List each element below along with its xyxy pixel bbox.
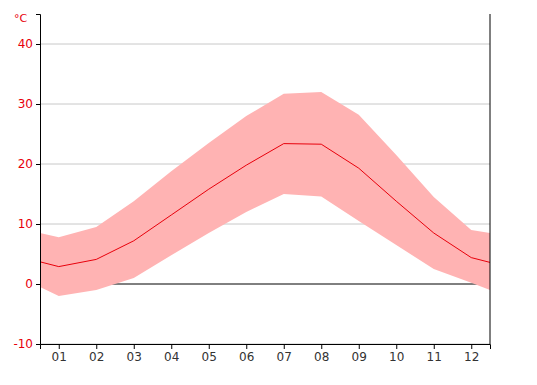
x-tick-mark: [246, 344, 247, 349]
plot-area: [40, 92, 490, 296]
y-tick: 20: [18, 157, 40, 171]
x-tick-mark: [171, 344, 172, 349]
x-tick: 06: [239, 344, 254, 364]
y-tick-mark: [36, 104, 40, 105]
x-tick: 01: [52, 344, 67, 364]
x-tick-label: 11: [427, 350, 442, 364]
x-tick: 02: [89, 344, 104, 364]
x-tick-mark: [284, 344, 285, 349]
y-tick-mark: [36, 164, 40, 165]
y-tick: 0: [25, 277, 40, 291]
x-tick-mark: [209, 344, 210, 349]
x-tick-mark: [134, 344, 135, 349]
x-tick-label: 07: [277, 350, 292, 364]
x-tick-mark: [434, 344, 435, 349]
y-axis-line: [36, 15, 41, 345]
x-axis-line: [41, 345, 491, 350]
x-tick-label: 06: [239, 350, 254, 364]
grid-line: [40, 104, 490, 105]
x-tick-label: 08: [314, 350, 329, 364]
range-band: [40, 92, 490, 296]
y-tick: 40: [18, 37, 40, 51]
y-tick-label: 20: [18, 157, 33, 171]
grid: [40, 44, 490, 344]
x-tick: 05: [202, 344, 217, 364]
x-tick-label: 03: [127, 350, 142, 364]
x-tick: 04: [164, 344, 179, 364]
x-tick-mark: [96, 344, 97, 349]
x-tick-label: 02: [89, 350, 104, 364]
x-tick-label: 04: [164, 350, 179, 364]
y-tick-mark: [36, 224, 40, 225]
x-tick-mark: [59, 344, 60, 349]
y-tick-mark: [36, 284, 40, 285]
x-tick-label: 10: [389, 350, 404, 364]
x-tick-label: 01: [52, 350, 67, 364]
y-tick-mark: [36, 344, 40, 345]
x-tick: 12: [464, 344, 479, 364]
x-tick-mark: [471, 344, 472, 349]
y-axis: -10 0 10 20 30 40: [13, 15, 40, 352]
y-tick-label: -10: [13, 337, 33, 351]
x-tick-mark: [396, 344, 397, 349]
y-tick: 30: [18, 97, 40, 111]
y-tick-label: 30: [18, 97, 33, 111]
x-tick: 08: [314, 344, 329, 364]
x-tick-label: 12: [464, 350, 479, 364]
chart: 01 02 03 04 05 06 07 08 09 10 11 12 -10 0 10 20 30 40 °C: [0, 0, 537, 385]
x-tick-mark: [321, 344, 322, 349]
y-axis-title: °C: [14, 12, 28, 25]
x-tick: 07: [277, 344, 292, 364]
x-tick-label: 05: [202, 350, 217, 364]
x-tick-label: 09: [352, 350, 367, 364]
frame-right: [490, 14, 491, 344]
y-tick: -10: [13, 337, 40, 351]
y-tick-label: 10: [18, 217, 33, 231]
x-tick: 03: [127, 344, 142, 364]
x-tick: 10: [389, 344, 404, 364]
x-axis: 01 02 03 04 05 06 07 08 09 10 11 12: [41, 344, 491, 364]
x-tick: 11: [427, 344, 442, 364]
y-tick-mark: [36, 44, 40, 45]
x-tick: 09: [352, 344, 367, 364]
y-tick-label: 40: [18, 37, 33, 51]
grid-line: [40, 44, 490, 45]
x-tick-mark: [359, 344, 360, 349]
mean-line: [40, 144, 490, 267]
y-tick-label: 0: [25, 277, 33, 291]
y-tick: 10: [18, 217, 40, 231]
